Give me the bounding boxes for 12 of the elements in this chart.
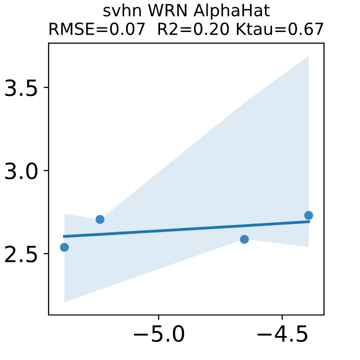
y-tick-label: 2.5 xyxy=(5,246,37,262)
chart-subtitle: RMSE=0.07 R2=0.20 Ktau=0.67 xyxy=(50,22,324,36)
x-tick-label: −4.5 xyxy=(258,325,308,342)
y-tick-label: 3.0 xyxy=(5,162,38,180)
point xyxy=(240,234,249,244)
line-series xyxy=(63,220,310,238)
point xyxy=(60,242,69,252)
chart-title: svhn WRN AlphaHat xyxy=(103,4,270,20)
y-tick-label: 3.5 xyxy=(5,79,37,96)
point xyxy=(96,214,105,224)
point xyxy=(304,210,314,220)
x-tick-label: −5.0 xyxy=(134,325,184,342)
